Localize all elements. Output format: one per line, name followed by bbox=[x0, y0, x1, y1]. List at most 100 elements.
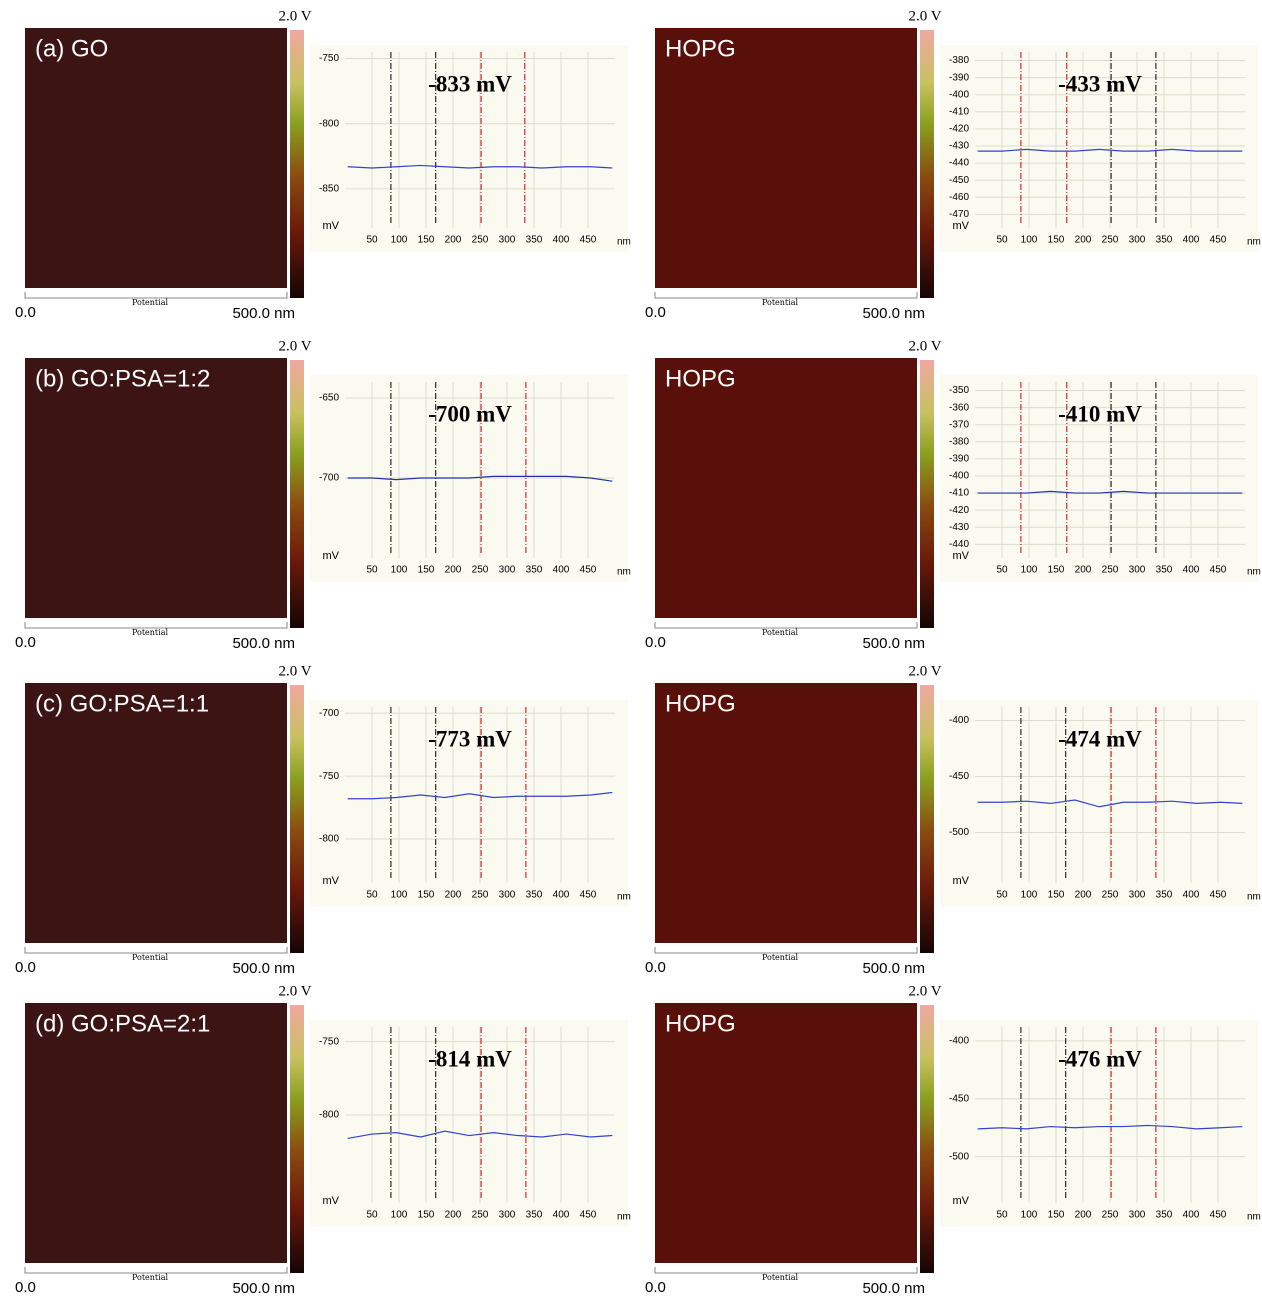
x-tick-label: 50 bbox=[996, 565, 1008, 576]
x-tick-label: 200 bbox=[445, 890, 462, 901]
x-tick-label: 350 bbox=[1156, 1210, 1173, 1221]
y-tick-label: -750 bbox=[319, 771, 339, 782]
image-start: 0.0 bbox=[15, 304, 36, 321]
y-tick-label: -400 bbox=[949, 471, 969, 482]
potential-image bbox=[655, 683, 917, 943]
x-tick-label: 100 bbox=[1021, 1210, 1038, 1221]
x-tick-label: 150 bbox=[1048, 565, 1065, 576]
x-tick-label: 100 bbox=[1021, 565, 1038, 576]
colorbar-label: 2.0 V bbox=[278, 983, 311, 999]
x-tick-label: 400 bbox=[1183, 235, 1200, 246]
x-axis-label: nm bbox=[1247, 892, 1261, 903]
y-tick-label: -440 bbox=[949, 539, 969, 550]
x-tick-label: 400 bbox=[1183, 1210, 1200, 1221]
x-tick-label: 400 bbox=[553, 1210, 570, 1221]
image-start: 0.0 bbox=[645, 634, 666, 651]
image-end: 500.0 nm bbox=[862, 305, 925, 322]
x-axis-label: nm bbox=[1247, 1212, 1261, 1223]
x-tick-label: 250 bbox=[472, 235, 489, 246]
x-tick-label: 250 bbox=[1102, 235, 1119, 246]
y-tick-label: -800 bbox=[319, 834, 339, 845]
x-tick-label: 150 bbox=[1048, 1210, 1065, 1221]
y-tick-label: -370 bbox=[949, 419, 969, 430]
x-tick-label: 450 bbox=[1210, 1210, 1227, 1221]
x-tick-label: 450 bbox=[580, 235, 597, 246]
potential-image bbox=[25, 683, 287, 943]
y-tick-label: -500 bbox=[949, 1151, 969, 1162]
colorbar bbox=[290, 1005, 304, 1273]
colorbar-label: 2.0 V bbox=[278, 663, 311, 679]
y-tick-label: -700 bbox=[319, 473, 339, 484]
x-tick-label: 400 bbox=[553, 565, 570, 576]
x-axis-label: nm bbox=[617, 567, 631, 578]
x-axis-label: nm bbox=[617, 1212, 631, 1223]
x-tick-label: 200 bbox=[1075, 565, 1092, 576]
image-end: 500.0 nm bbox=[232, 635, 295, 652]
x-tick-label: 350 bbox=[1156, 890, 1173, 901]
x-tick-label: 350 bbox=[526, 235, 543, 246]
y-tick-label: -420 bbox=[949, 505, 969, 516]
colorbar-label: 2.0 V bbox=[278, 338, 311, 354]
y-tick-label: -650 bbox=[319, 393, 339, 404]
image-caption: Potential bbox=[762, 628, 799, 637]
x-tick-label: 450 bbox=[1210, 890, 1227, 901]
y-tick-label: -850 bbox=[319, 184, 339, 195]
annotation: -814 mV bbox=[428, 1046, 512, 1071]
x-tick-label: 150 bbox=[1048, 235, 1065, 246]
x-tick-label: 300 bbox=[499, 565, 516, 576]
y-tick-label: -450 bbox=[949, 771, 969, 782]
x-tick-label: 50 bbox=[366, 890, 378, 901]
y-tick-label: -400 bbox=[949, 89, 969, 100]
y-axis-label: mV bbox=[953, 220, 970, 232]
x-tick-label: 100 bbox=[1021, 235, 1038, 246]
x-tick-label: 300 bbox=[1129, 890, 1146, 901]
y-axis-label: mV bbox=[323, 550, 340, 562]
x-tick-label: 150 bbox=[418, 565, 435, 576]
image-caption: Potential bbox=[132, 953, 169, 962]
x-tick-label: 50 bbox=[366, 1210, 378, 1221]
y-tick-label: -380 bbox=[949, 436, 969, 447]
panel-label: (d) GO:PSA=2:1 bbox=[35, 1010, 210, 1037]
x-tick-label: 400 bbox=[1183, 565, 1200, 576]
x-tick-label: 400 bbox=[553, 890, 570, 901]
x-tick-label: 150 bbox=[418, 1210, 435, 1221]
x-tick-label: 50 bbox=[366, 565, 378, 576]
annotation: -476 mV bbox=[1058, 1046, 1142, 1071]
image-start: 0.0 bbox=[15, 959, 36, 976]
x-tick-label: 50 bbox=[366, 235, 378, 246]
x-tick-label: 250 bbox=[472, 565, 489, 576]
panel-label: HOPG bbox=[665, 1010, 736, 1037]
annotation: -433 mV bbox=[1058, 71, 1142, 96]
y-axis-label: mV bbox=[953, 1195, 970, 1207]
image-end: 500.0 nm bbox=[862, 635, 925, 652]
image-end: 500.0 nm bbox=[232, 960, 295, 977]
panel-label: HOPG bbox=[665, 35, 736, 62]
x-tick-label: 250 bbox=[1102, 890, 1119, 901]
y-tick-label: -800 bbox=[319, 118, 339, 129]
y-tick-label: -440 bbox=[949, 158, 969, 169]
x-tick-label: 100 bbox=[391, 235, 408, 246]
x-tick-label: 50 bbox=[996, 1210, 1008, 1221]
colorbar bbox=[290, 685, 304, 953]
panel-label: (b) GO:PSA=1:2 bbox=[35, 365, 210, 392]
y-axis-label: mV bbox=[323, 875, 340, 887]
potential-image bbox=[655, 358, 917, 618]
x-tick-label: 350 bbox=[1156, 235, 1173, 246]
image-caption: Potential bbox=[132, 1273, 169, 1282]
image-start: 0.0 bbox=[645, 959, 666, 976]
panel-label: (a) GO bbox=[35, 35, 108, 62]
x-tick-label: 100 bbox=[391, 565, 408, 576]
colorbar bbox=[920, 685, 934, 953]
colorbar-label: 2.0 V bbox=[908, 983, 941, 999]
annotation: -773 mV bbox=[428, 726, 512, 751]
x-tick-label: 200 bbox=[1075, 890, 1092, 901]
x-tick-label: 250 bbox=[1102, 565, 1119, 576]
x-axis-label: nm bbox=[617, 237, 631, 248]
y-tick-label: -390 bbox=[949, 72, 969, 83]
x-tick-label: 300 bbox=[499, 890, 516, 901]
x-tick-label: 250 bbox=[1102, 1210, 1119, 1221]
x-tick-label: 450 bbox=[580, 1210, 597, 1221]
annotation: -833 mV bbox=[428, 71, 512, 96]
x-tick-label: 450 bbox=[1210, 565, 1227, 576]
y-axis-label: mV bbox=[953, 550, 970, 562]
